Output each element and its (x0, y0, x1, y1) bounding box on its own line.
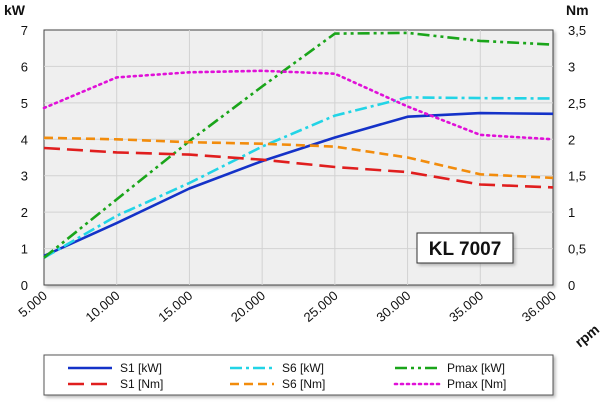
legend: S1 [kW] S6 [kW] Pmax [kW] S1 [Nm] S6 [Nm] Pma… (68, 361, 506, 391)
y-left-unit: kW (4, 2, 26, 18)
y-left-tick-label: 4 (21, 132, 28, 147)
y-left-tick-label: 0 (21, 278, 28, 293)
y-right-tick-label: 1 (568, 205, 575, 220)
series-line (43, 146, 554, 189)
y-right-tick-label: 2 (568, 132, 575, 147)
y-right-unit: Nm (566, 2, 589, 18)
y-right-tick-label: 3 (568, 59, 575, 74)
y-left-tick-label: 2 (21, 205, 28, 220)
y-left-tick-label: 3 (21, 169, 28, 184)
series-line (43, 31, 554, 259)
y-right-tick-labels: 0 0,5 1 1,5 2 2,5 3 3,5 (568, 23, 586, 293)
y-right-tick-label: 0,5 (568, 242, 586, 257)
x-tick-label: 30.000 (373, 288, 413, 325)
y-right-tick-label: 3,5 (568, 23, 586, 38)
y-right-tick-label: 1,5 (568, 169, 586, 184)
series-line (43, 96, 554, 259)
legend-label: Pmax [Nm] (447, 377, 506, 391)
x-tick-label: 36.000 (519, 288, 559, 325)
x-tick-label: 15.000 (155, 288, 195, 325)
y-left-tick-labels: 0 1 2 3 4 5 6 7 (21, 23, 28, 293)
y-left-tick-label: 5 (21, 96, 28, 111)
x-tick-label: 10.000 (83, 288, 123, 325)
model-badge-box (416, 232, 514, 264)
y-right-tick-label: 0 (568, 278, 575, 293)
y-left-tick-label: 6 (21, 59, 28, 74)
x-tick-labels: 5.000 10.000 15.000 20.000 25.000 30.000 35.00… (15, 288, 559, 325)
x-tick-label: 25.000 (301, 288, 341, 325)
x-unit: rpm (572, 321, 600, 350)
legend-label: S1 [kW] (120, 361, 162, 375)
x-tick-label: 35.000 (446, 288, 486, 325)
y-right-tick-label: 2,5 (568, 96, 586, 111)
legend-label: Pmax [kW] (447, 361, 505, 375)
series-line (43, 111, 554, 258)
legend-label: S6 [kW] (282, 361, 324, 375)
y-left-tick-label: 1 (21, 242, 28, 257)
x-tick-label: 20.000 (228, 288, 268, 325)
legend-label: S1 [Nm] (120, 377, 163, 391)
model-badge-text: KL 7007 (429, 239, 502, 260)
y-left-tick-label: 7 (21, 23, 28, 38)
series-line (43, 136, 554, 180)
model-badge: KL 7007 (416, 232, 514, 264)
series-line (42, 69, 555, 141)
legend-box (43, 354, 554, 396)
series-lines (42, 31, 555, 259)
legend-label: S6 [Nm] (282, 377, 325, 391)
